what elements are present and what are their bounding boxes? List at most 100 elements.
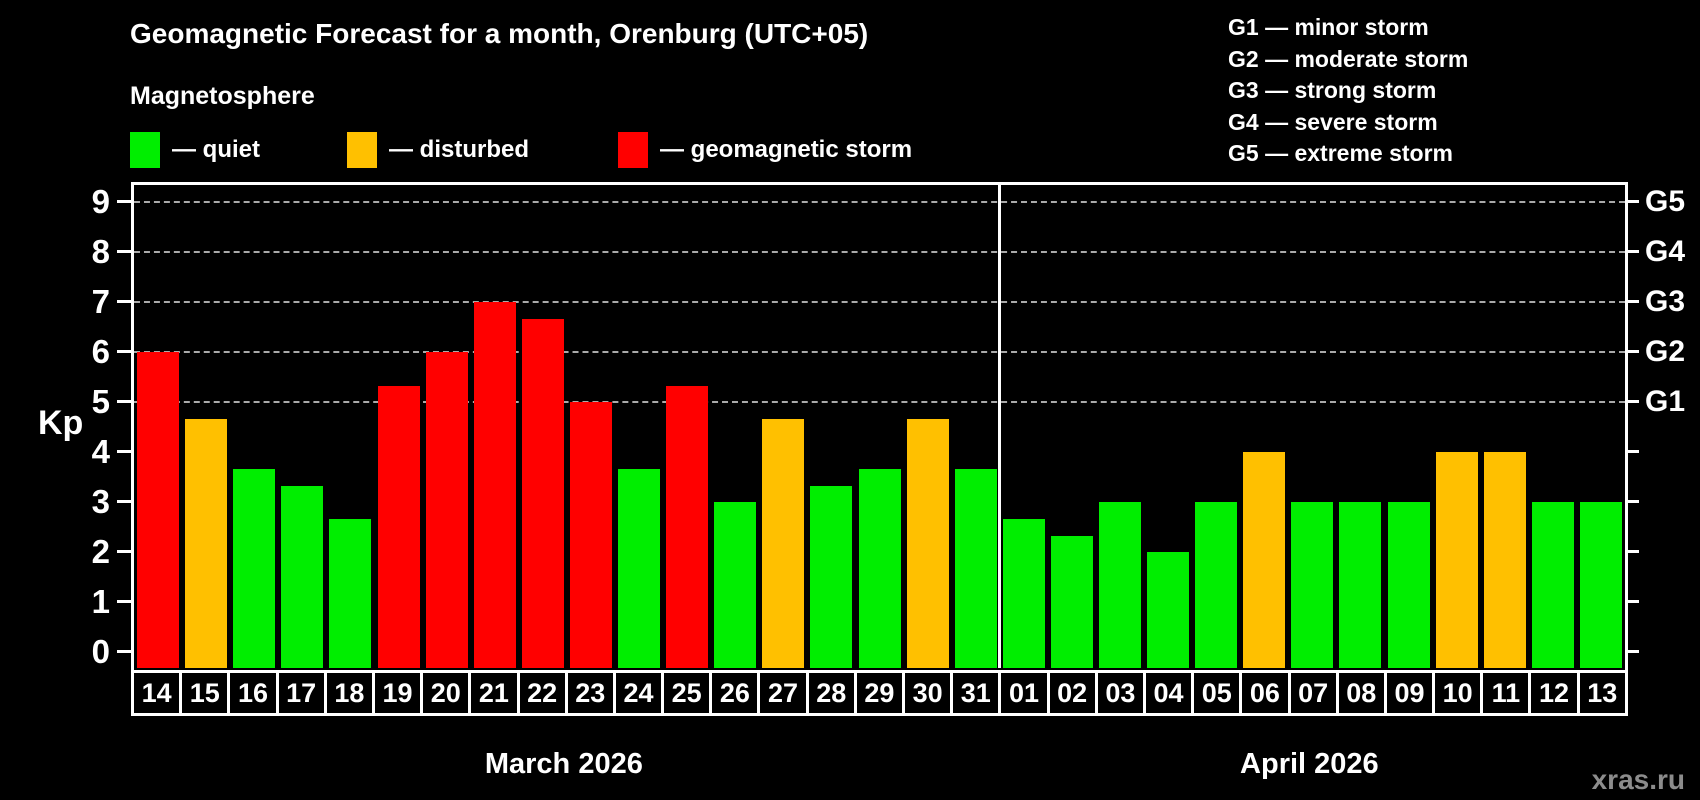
gridline-kp-7	[134, 301, 1625, 303]
kp-bar-day-15	[185, 418, 228, 668]
right-axis-tick	[1625, 600, 1639, 603]
kp-bar-day-21	[473, 302, 516, 668]
kp-bar-day-23	[569, 402, 612, 668]
quiet-swatch-icon	[130, 132, 160, 168]
date-cell-17: 17	[279, 673, 327, 713]
y-axis-tick	[117, 400, 131, 403]
gridline-kp-6	[134, 351, 1625, 353]
date-cell-08: 08	[1339, 673, 1387, 713]
legend-label-disturbed: — disturbed	[389, 136, 530, 163]
kp-bar-day-01	[1002, 518, 1045, 668]
kp-bar-day-07	[1291, 502, 1334, 668]
disturbed-swatch-icon	[347, 132, 377, 168]
g-level-label-g4: G4	[1645, 235, 1686, 268]
kp-bar-day-14	[137, 352, 180, 668]
kp-bar-day-06	[1243, 452, 1286, 668]
y-axis-tick-label: 5	[91, 383, 110, 420]
kp-bar-day-29	[858, 468, 901, 668]
date-cell-14: 14	[134, 673, 183, 713]
date-cell-05: 05	[1194, 673, 1243, 713]
y-axis-tick	[117, 450, 131, 453]
kp-status-legend: — quiet — disturbed — geomagnetic storm	[0, 128, 1700, 172]
kp-bar-day-28	[810, 485, 853, 668]
y-axis-tick	[117, 300, 131, 303]
kp-bar-day-02	[1050, 535, 1093, 668]
right-axis-tick	[1625, 200, 1639, 203]
right-axis-tick	[1625, 400, 1639, 403]
legend-label-storm: — geomagnetic storm	[660, 136, 913, 163]
g-level-label-g1: G1	[1645, 385, 1686, 418]
right-axis-tick	[1625, 500, 1639, 503]
plot-area: 0 1 2 3 4 5 6 7 8 9 G1 G2 G3 G4 G5	[92, 184, 1685, 670]
month-label-left: March 2026	[484, 748, 643, 780]
date-cell-29: 29	[857, 673, 905, 713]
y-axis-tick-label: 6	[91, 333, 110, 370]
y-axis-tick	[117, 500, 131, 503]
plot-frame-top	[131, 182, 1628, 185]
g-scale-line-3: G3 — strong storm	[1228, 77, 1437, 103]
date-cell-01: 01	[1001, 673, 1050, 713]
kp-bar-day-10	[1435, 452, 1478, 668]
kp-bar-day-08	[1339, 502, 1382, 668]
date-cell-31: 31	[953, 673, 1002, 713]
kp-bar-day-03	[1098, 502, 1141, 668]
y-axis-tick-label: 4	[91, 433, 110, 470]
date-cell-24: 24	[616, 673, 665, 713]
watermark: xras.ru	[1591, 764, 1685, 795]
g-scale-line-5: G5 — extreme storm	[1228, 140, 1453, 166]
date-cell-30: 30	[905, 673, 954, 713]
y-axis-tick	[117, 200, 131, 203]
kp-bar-day-31	[954, 468, 997, 668]
y-axis-tick	[117, 600, 131, 603]
g-scale-legend: G1 — minor storm G2 — moderate storm G3 — …	[1228, 12, 1468, 170]
kp-bar-day-22	[521, 318, 564, 668]
gridline-kp-9	[134, 201, 1625, 203]
date-cell-19: 19	[375, 673, 424, 713]
kp-bar-day-19	[377, 385, 420, 668]
gridline-kp-8	[134, 251, 1625, 253]
kp-bar-day-17	[281, 485, 324, 668]
date-cell-02: 02	[1050, 673, 1098, 713]
kp-bar-day-16	[233, 468, 276, 668]
date-axis-row: 14 15 16 17 18 19 20 21 22 23 24 25 26 27 28 29 30 31 01 02…	[131, 670, 1628, 716]
kp-bar-day-27	[762, 418, 805, 668]
right-axis-tick	[1625, 650, 1639, 653]
date-cell-03: 03	[1098, 673, 1146, 713]
plot-frame-right	[1625, 182, 1628, 670]
date-cell-28: 28	[809, 673, 857, 713]
right-axis-tick	[1625, 300, 1639, 303]
right-axis-tick	[1625, 350, 1639, 353]
date-cell-16: 16	[230, 673, 279, 713]
kp-bar-day-24	[618, 468, 661, 668]
y-axis-tick	[117, 350, 131, 353]
chart-subtitle: Magnetosphere	[130, 82, 315, 110]
chart-title: Geomagnetic Forecast for a month, Orenbu…	[130, 18, 869, 49]
date-cell-23: 23	[568, 673, 616, 713]
kp-bar-day-09	[1387, 502, 1430, 668]
g-level-label-g3: G3	[1645, 285, 1686, 318]
right-axis-tick	[1625, 550, 1639, 553]
g-level-label-g5: G5	[1645, 185, 1686, 218]
date-cell-21: 21	[471, 673, 520, 713]
kp-bar-day-12	[1531, 502, 1574, 668]
kp-bar-day-18	[329, 518, 372, 668]
date-cell-04: 04	[1146, 673, 1195, 713]
kp-bar-day-05	[1195, 502, 1238, 668]
kp-bar-day-04	[1147, 552, 1190, 668]
right-axis-tick	[1625, 450, 1639, 453]
g-scale-line-4: G4 — severe storm	[1228, 108, 1438, 135]
y-axis-tick-label: 0	[91, 633, 110, 670]
date-cell-20: 20	[423, 673, 472, 713]
date-cell-27: 27	[760, 673, 809, 713]
kp-bar-day-13	[1579, 502, 1622, 668]
date-cell-09: 09	[1387, 673, 1436, 713]
date-cell-07: 07	[1291, 673, 1339, 713]
right-axis-tick	[1625, 250, 1639, 253]
date-cell-12: 12	[1531, 673, 1580, 713]
y-axis-tick-label: 8	[91, 233, 110, 270]
date-cell-26: 26	[712, 673, 761, 713]
date-cell-15: 15	[182, 673, 231, 713]
y-axis-tick	[117, 550, 131, 553]
date-cell-22: 22	[520, 673, 568, 713]
